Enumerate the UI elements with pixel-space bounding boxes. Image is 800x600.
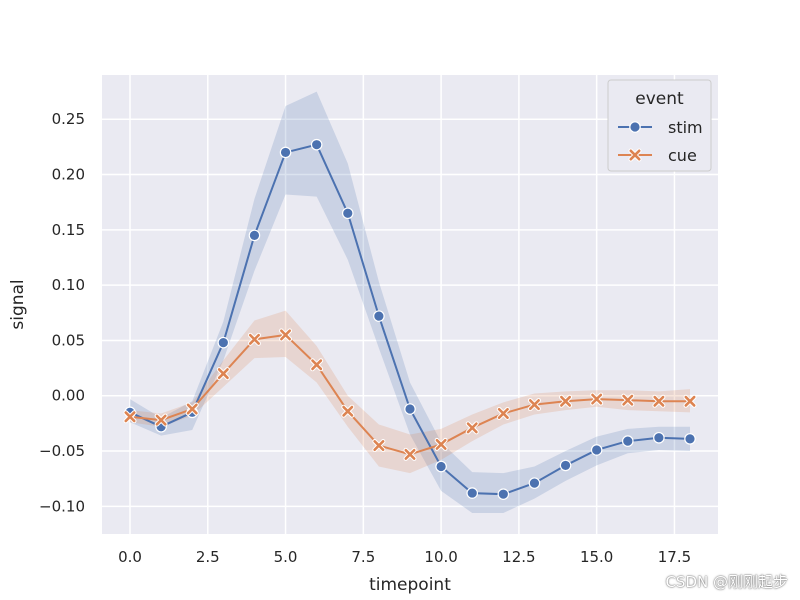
stim-point: [310, 138, 323, 151]
cue-point: [684, 395, 696, 407]
cue-point: [155, 414, 167, 426]
stim-point: [248, 229, 261, 242]
stim-point: [466, 487, 479, 499]
cue-point: [404, 448, 416, 460]
x-tick-label: 2.5: [196, 548, 220, 566]
y-tick-label: 0.15: [52, 221, 85, 239]
x-tick-label: 17.5: [658, 548, 691, 566]
stim-point: [590, 444, 603, 456]
x-tick-label: 5.0: [274, 548, 298, 566]
stim-point: [528, 477, 541, 489]
cue-point: [560, 395, 572, 407]
cue-point: [497, 407, 509, 419]
stim-point: [435, 460, 447, 473]
stim-point: [341, 207, 354, 220]
cue-point: [248, 333, 260, 345]
y-tick-label: 0.00: [52, 387, 85, 405]
stim-point: [279, 146, 292, 159]
x-tick-label: 10.0: [424, 548, 457, 566]
cue-point: [591, 393, 603, 405]
cue-point: [373, 440, 385, 452]
y-tick-label: 0.25: [52, 110, 85, 128]
cue-point: [435, 438, 447, 450]
series-markers: [123, 138, 697, 500]
cue-point: [311, 359, 323, 371]
x-axis-ticks: 0.0 2.5 5.0 7.5 10.0 12.5 15.0 17.5: [118, 548, 691, 566]
y-tick-label: −0.05: [39, 442, 85, 460]
stim-point: [559, 459, 572, 472]
legend: event stim cue: [607, 79, 712, 172]
legend-stim-label: stim: [668, 118, 703, 137]
cue-point: [280, 329, 292, 341]
cue-point: [342, 405, 354, 417]
x-tick-label: 0.0: [118, 548, 142, 566]
x-axis-label: timepoint: [369, 575, 451, 595]
cue-point: [466, 422, 478, 434]
x-tick-label: 15.0: [580, 548, 613, 566]
legend-cue-marker: [629, 149, 641, 161]
cue-point: [622, 394, 634, 406]
stim-confidence-band: [130, 91, 690, 513]
stim-point: [373, 310, 385, 322]
confidence-bands: [130, 91, 690, 513]
stim-point: [621, 435, 634, 447]
stim-point: [653, 431, 665, 444]
y-tick-label: 0.05: [52, 331, 85, 349]
legend-box: [607, 79, 712, 172]
cue-point: [217, 368, 229, 380]
legend-title: event: [635, 89, 684, 109]
stim-point: [497, 488, 510, 500]
cue-confidence-band: [130, 310, 690, 474]
x-tick-label: 7.5: [351, 548, 375, 566]
watermark: CSDN @刚刚起步: [665, 573, 788, 591]
x-tick-label: 12.5: [502, 548, 535, 566]
y-axis-label: signal: [8, 279, 28, 329]
y-axis-ticks: −0.10 −0.05 0.00 0.05 0.10 0.15 0.20 0.25: [39, 110, 85, 515]
cue-point: [186, 403, 198, 415]
legend-stim-marker: [629, 121, 641, 133]
y-tick-label: 0.10: [52, 276, 85, 294]
stim-point: [217, 336, 230, 349]
legend-cue-label: cue: [668, 146, 697, 165]
stim-point: [684, 433, 696, 445]
cue-point: [653, 395, 665, 407]
stim-point: [404, 403, 416, 415]
legend-items: stim cue: [618, 118, 703, 165]
y-tick-label: 0.20: [52, 166, 85, 184]
y-tick-label: −0.10: [39, 497, 85, 515]
cue-point: [528, 399, 540, 411]
cue-point: [124, 411, 136, 423]
